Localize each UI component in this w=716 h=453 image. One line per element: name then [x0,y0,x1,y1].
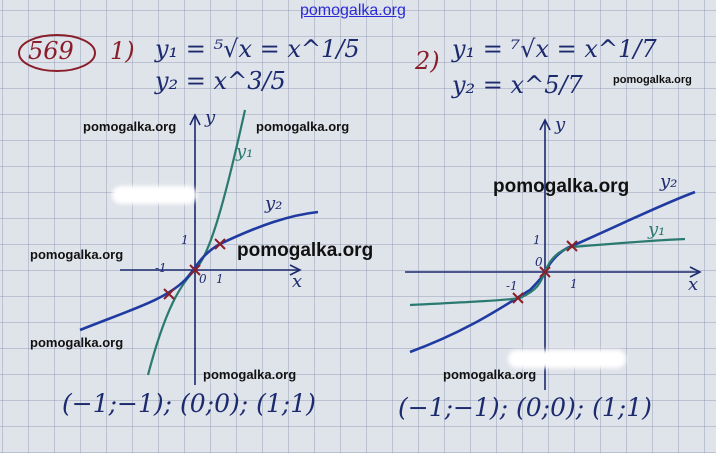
origin-1: 0 [199,272,207,286]
part2-answer: (−1;−1); (0;0); (1;1) [398,393,652,422]
curve-label-flat-1: y₂ [265,193,283,214]
part1-eq1: y₁ = ⁵√x = x^1/5 [155,35,360,63]
axis-y-label-1: y [205,107,216,128]
watermark: pomogalka.org [83,119,177,134]
tick-one-y-1: 1 [181,233,189,247]
watermark: pomogalka.org [256,119,350,134]
curve-label-steep-1: y₁ [236,141,254,162]
axis-y-label-2: y [555,114,566,135]
erased-blot-2 [508,350,626,368]
watermark: pomogalka.org [443,367,537,382]
watermark: pomogalka.org [203,367,297,382]
problem-circle [18,34,96,72]
axis-x-label-2: x [688,274,699,295]
watermark: pomogalka.org [493,176,630,197]
watermark: pomogalka.org [30,247,124,262]
intersection-marks [163,238,578,304]
curve-label-green-2: y₁ [648,219,666,240]
curve-steep-1 [146,109,247,376]
part1-answer: (−1;−1); (0;0); (1;1) [62,389,316,418]
watermark: pomogalka.org [613,74,692,86]
curve-label-blue-2: y₂ [660,171,678,192]
erased-blot-1 [112,186,197,204]
watermark: pomogalka.org [30,335,124,350]
origin-2: 0 [535,255,543,269]
watermark: pomogalka.org [237,240,374,261]
problem-number: 569 [28,37,74,65]
part1-eq2: y₂ = x^3/5 [155,67,286,95]
part2-eq2: y₂ = x^5/7 [452,71,583,99]
part2-eq1: y₁ = ⁷√x = x^1/7 [452,35,657,63]
tick-neg-one-1: -1 [155,261,167,275]
tick-one-x-1: 1 [216,272,224,286]
tick-one-x-2: 1 [570,277,578,291]
tick-neg-one-2: -1 [506,279,518,293]
part2-label: 2) [415,47,440,75]
axis-x-label-1: x [292,271,303,292]
curve-flat-1 [79,210,319,332]
tick-one-y-2: 1 [533,233,541,247]
watermark-top-link[interactable]: pomogalka.org [300,2,406,19]
part1-label: 1) [110,37,135,65]
